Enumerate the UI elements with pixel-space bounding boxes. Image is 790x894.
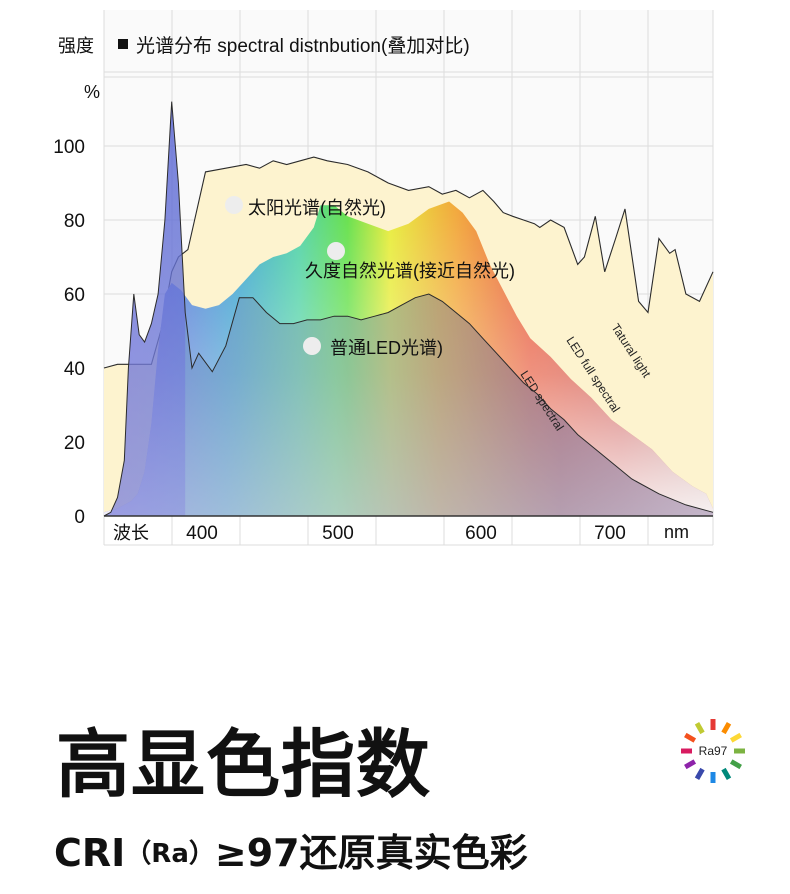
badge-ray-4 bbox=[729, 759, 742, 770]
chart-labels: 强度 光谱分布 spectral distnbution(叠加对比) % 波长 … bbox=[58, 35, 689, 543]
series-label-1: 久度自然光谱(接近自然光) bbox=[305, 261, 515, 281]
line-sunlight bbox=[103, 156, 714, 369]
badge-label: Ra97 bbox=[699, 744, 728, 758]
y-tick-0: 0 bbox=[74, 507, 85, 528]
area-led bbox=[104, 101, 713, 516]
series-marker-2 bbox=[303, 337, 321, 355]
x-tick-700: 700 bbox=[594, 523, 626, 544]
x-tick-600: 600 bbox=[465, 523, 497, 544]
line-led bbox=[103, 101, 714, 517]
badge-ray-2 bbox=[729, 732, 742, 743]
x-tick-400: 400 bbox=[186, 523, 218, 544]
x-tick-500: 500 bbox=[322, 523, 354, 544]
ra97-badge-icon: Ra97 bbox=[681, 719, 745, 783]
title-square-icon bbox=[118, 39, 128, 49]
chart-y-prefix: 强度 bbox=[58, 36, 94, 56]
subline-cri: CRI bbox=[54, 831, 126, 875]
y-tick-100: 100 bbox=[53, 137, 85, 158]
series-marker-0 bbox=[225, 196, 243, 214]
y-axis-unit: % bbox=[84, 82, 100, 102]
badge-ray-11 bbox=[694, 722, 705, 735]
subline: CRI（Ra）≥97还原真实色彩 bbox=[54, 822, 528, 877]
badge-ray-10 bbox=[684, 732, 697, 743]
subline-ra: （Ra） bbox=[125, 839, 215, 869]
headline: 高显色指数 bbox=[56, 722, 431, 808]
x-axis-left-label: 波长 bbox=[113, 523, 149, 543]
badge-ray-8 bbox=[684, 759, 697, 770]
badge-ray-7 bbox=[694, 767, 705, 780]
y-tick-20: 20 bbox=[64, 433, 85, 454]
y-tick-60: 60 bbox=[64, 285, 85, 306]
subline-rest: ≥97还原真实色彩 bbox=[214, 831, 528, 875]
y-tick-80: 80 bbox=[64, 211, 85, 232]
series-label-0: 太阳光谱(自然光) bbox=[248, 198, 386, 218]
x-axis-unit: nm bbox=[664, 522, 689, 542]
series-label-2: 普通LED光谱) bbox=[330, 338, 443, 358]
area-led-blue-spike bbox=[104, 101, 186, 516]
chart-title: 光谱分布 spectral distnbution(叠加对比) bbox=[136, 35, 470, 57]
y-tick-40: 40 bbox=[64, 359, 85, 380]
badge-ray-1 bbox=[721, 722, 732, 735]
axes: 0 20 40 60 80 100 400 500 600 700 bbox=[53, 137, 713, 544]
series-marker-1 bbox=[327, 242, 345, 260]
badge-ray-5 bbox=[721, 767, 732, 780]
